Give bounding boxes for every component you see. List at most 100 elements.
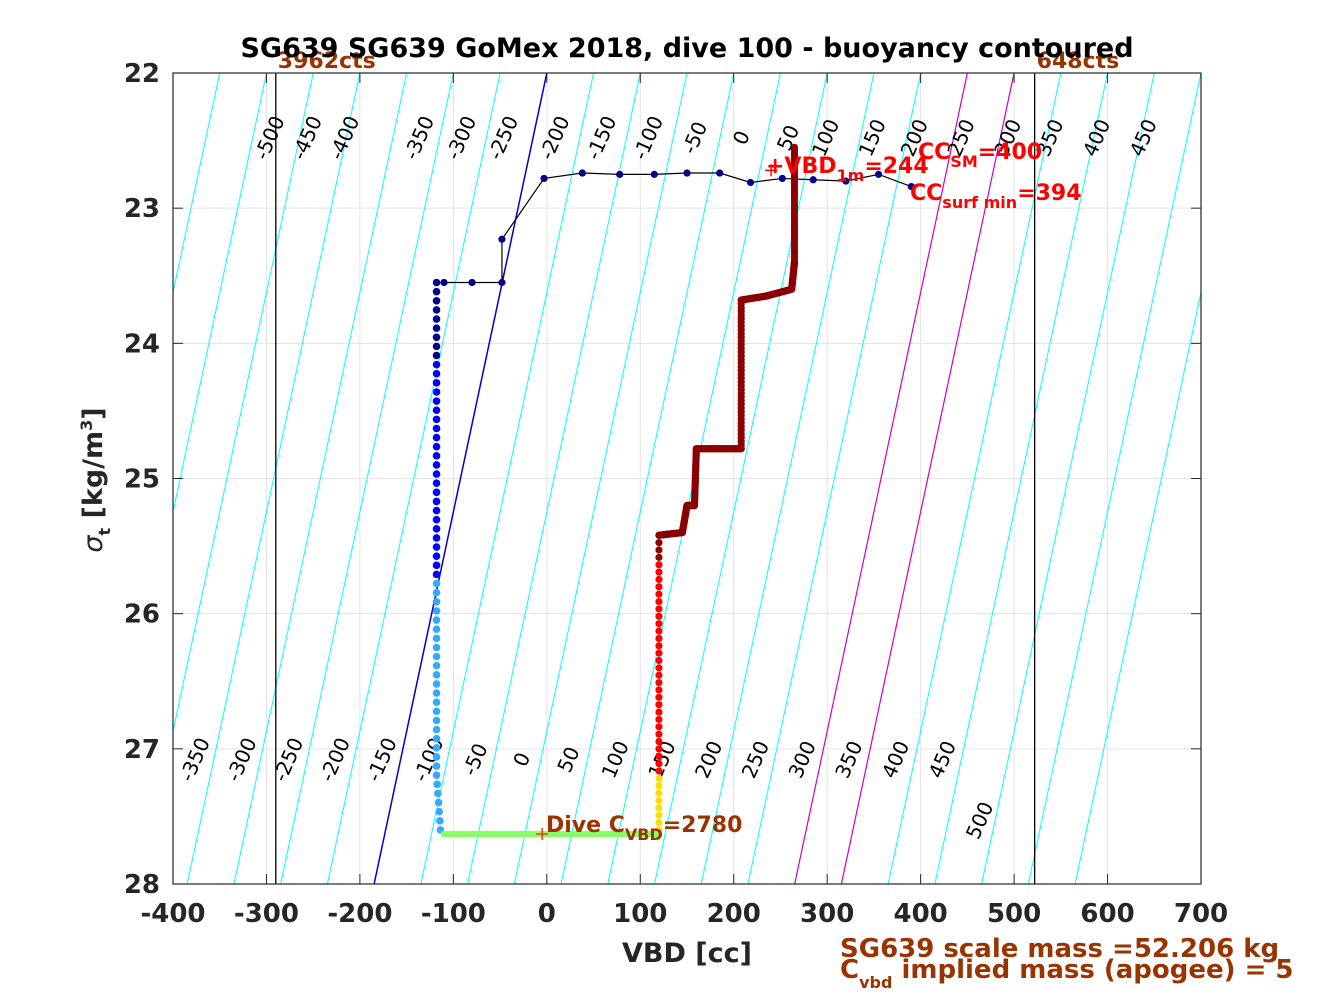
descent-point <box>432 306 441 314</box>
vbd-limit-lines: 3962cts 648cts <box>275 49 1119 884</box>
dive-cvbd-annotation: Dive CVBD=2780 <box>546 813 742 844</box>
contour-line <box>0 73 33 884</box>
x-tick-label: 500 <box>987 899 1041 929</box>
x-tick-label: -200 <box>327 899 392 929</box>
descent-point <box>432 707 441 716</box>
bottom-point <box>596 830 604 838</box>
y-tick-label: 22 <box>124 59 160 89</box>
cc-sm-sub: SM <box>950 152 977 171</box>
climb-point <box>655 693 663 701</box>
dive-cvbd-pre: Dive C <box>546 813 625 838</box>
climb-point <box>655 627 663 635</box>
climb-point <box>655 767 663 775</box>
contour-line <box>560 73 735 884</box>
climb-point <box>655 568 663 576</box>
descent-point <box>432 534 441 542</box>
contour-line <box>467 73 641 884</box>
climb-point <box>655 774 663 782</box>
cc-surf-pre: CC <box>910 181 942 206</box>
contour-line <box>1074 290 1201 884</box>
bottom-point <box>476 830 483 838</box>
contour-line <box>173 73 314 734</box>
contour-line <box>280 73 454 884</box>
climb-point <box>655 583 663 591</box>
x-tick-label: 100 <box>613 899 667 929</box>
contour-line <box>934 73 1109 884</box>
y-tick-label: 28 <box>124 870 160 900</box>
descent-point <box>432 607 441 615</box>
climb-point <box>655 752 663 760</box>
y-axis-ticks: 22 23 24 25 26 27 28 <box>124 59 1201 900</box>
descent-point <box>432 652 441 661</box>
descent-point <box>432 762 441 770</box>
bottom-point <box>440 830 448 838</box>
bottom-point <box>618 830 625 838</box>
descent-point <box>432 734 441 743</box>
y-axis-label-unit-sup: 3 <box>77 420 96 431</box>
x-tick-label: 300 <box>800 899 854 929</box>
descent-point <box>432 342 441 351</box>
climb-point <box>655 546 663 554</box>
bottom-point <box>603 830 611 838</box>
descent-point <box>432 661 441 670</box>
descent-point <box>432 315 441 323</box>
contour-line <box>1027 73 1201 884</box>
descent-point <box>432 406 441 415</box>
descent-point <box>434 789 442 798</box>
descent-point <box>432 625 441 634</box>
climb-point <box>655 575 663 584</box>
descent-point <box>432 333 441 342</box>
y-axis-label: σt [kg/m3] <box>77 407 114 552</box>
descent-point <box>432 388 441 396</box>
climb-point <box>655 612 663 620</box>
descent-point <box>432 360 441 369</box>
climb-point <box>655 539 663 547</box>
climb-point <box>655 553 663 561</box>
climb-point <box>655 620 663 628</box>
dive-track-point <box>716 169 724 177</box>
bottom-point <box>511 830 519 838</box>
descent-point <box>436 817 444 825</box>
descent-point <box>432 379 441 387</box>
dive-track-point <box>498 235 506 243</box>
dive-track-point <box>683 169 691 177</box>
x-axis-label: VBD [cc] <box>622 938 752 969</box>
dive-track-point <box>468 278 476 287</box>
climb-point <box>655 664 663 672</box>
contour-line <box>186 73 361 884</box>
descent-point <box>432 433 441 442</box>
vbd-1m-pre: +VBD <box>766 154 837 179</box>
dive-track-point <box>842 177 850 185</box>
implied-sub: vbd <box>859 973 892 992</box>
descent-point <box>432 579 441 588</box>
climb-point <box>655 737 663 746</box>
descent-point <box>432 689 441 697</box>
dive-track <box>432 143 915 840</box>
descent-point <box>432 479 441 488</box>
contour-line <box>233 73 408 884</box>
bottom-point <box>447 830 455 838</box>
descent-point <box>432 525 441 533</box>
dive-track-point <box>874 170 883 178</box>
bottom-point <box>582 830 590 838</box>
bottom-point <box>490 830 498 838</box>
x-axis-ticks: -400 -300 -200 -100 0 100 200 300 400 500 600 700 <box>140 73 1228 929</box>
dive-track-point <box>498 278 506 287</box>
climb-point <box>655 605 663 613</box>
climb-point <box>655 686 663 694</box>
bottom-point <box>568 830 576 838</box>
scale-mass-annotation: SG639 scale mass =52.206 kg <box>840 934 1279 964</box>
descent-point <box>432 771 441 779</box>
vbd-1m-sub: 1m <box>837 166 865 185</box>
implied-mass-annotation: Cvbd implied mass (apogee) = 5 <box>840 955 1294 992</box>
y-axis-label-sub: t <box>95 528 114 536</box>
descent-point <box>432 753 441 761</box>
y-axis-label-unit: [kg/m <box>78 431 109 528</box>
dive-track-point <box>578 169 586 177</box>
descent-point <box>432 506 441 515</box>
cc-sm-annotation: CCSM=400 <box>918 140 1042 171</box>
descent-point <box>432 588 441 597</box>
x-tick-label: 400 <box>893 899 947 929</box>
descent-point <box>432 598 441 606</box>
